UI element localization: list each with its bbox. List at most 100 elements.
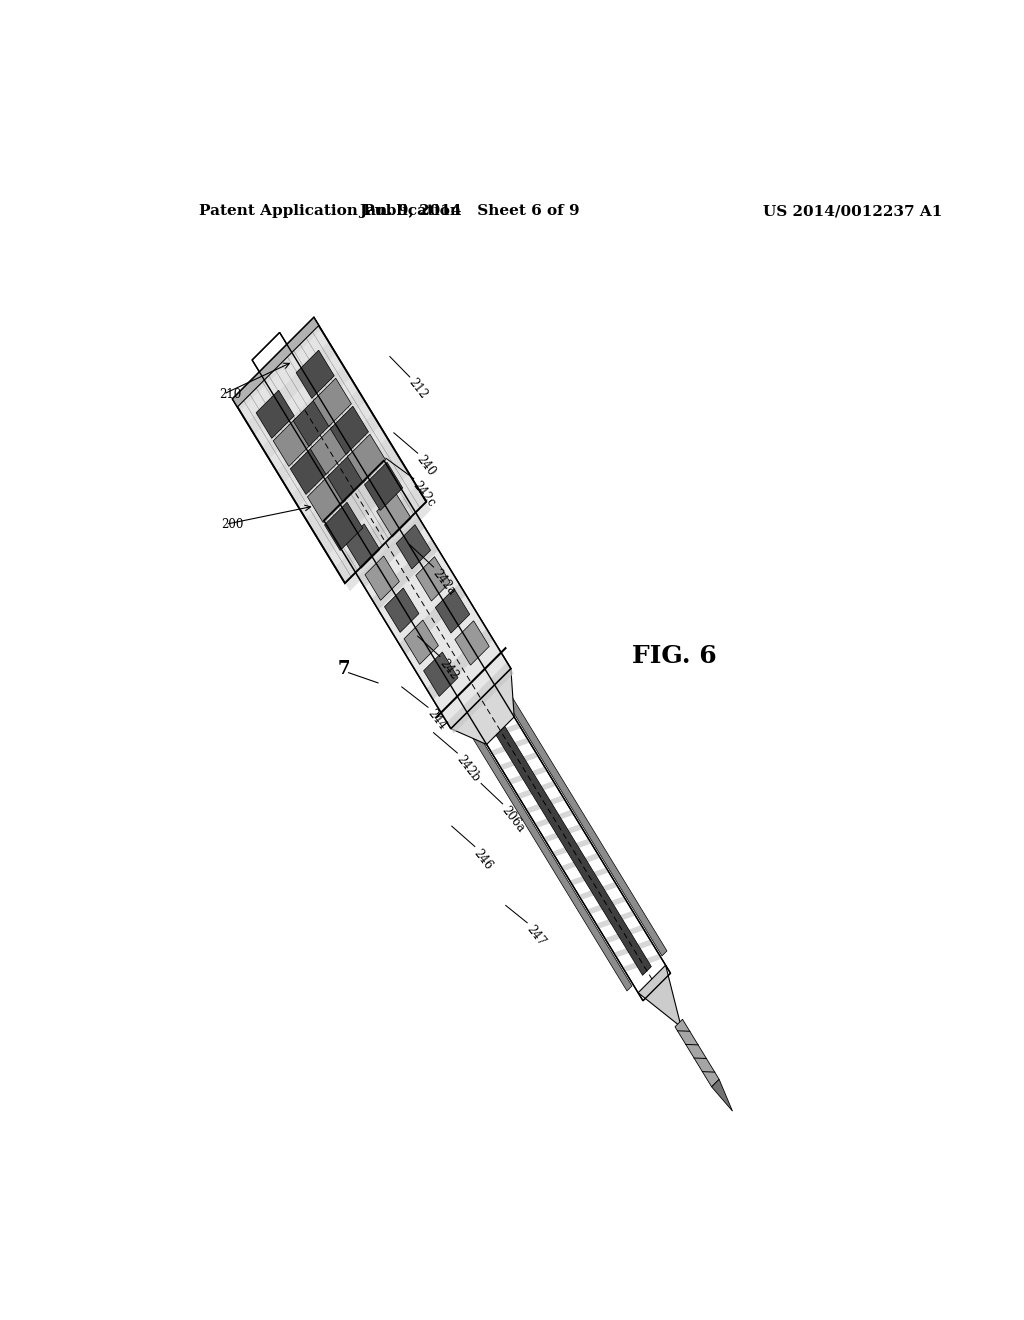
Text: US 2014/0012237 A1: US 2014/0012237 A1 — [763, 205, 942, 218]
Polygon shape — [481, 723, 521, 742]
Polygon shape — [365, 462, 402, 511]
Polygon shape — [331, 471, 397, 543]
Polygon shape — [276, 389, 366, 483]
Polygon shape — [358, 521, 398, 540]
Polygon shape — [269, 378, 357, 471]
Text: 242a: 242a — [430, 568, 459, 598]
Polygon shape — [350, 507, 389, 525]
Polygon shape — [289, 407, 328, 424]
Polygon shape — [310, 422, 651, 975]
Polygon shape — [291, 446, 329, 495]
Polygon shape — [544, 824, 583, 842]
Polygon shape — [406, 595, 473, 667]
Polygon shape — [232, 318, 318, 407]
Polygon shape — [712, 1080, 732, 1111]
Polygon shape — [325, 503, 362, 550]
Polygon shape — [385, 565, 424, 582]
Polygon shape — [332, 478, 372, 496]
Polygon shape — [675, 1019, 719, 1086]
Polygon shape — [535, 809, 573, 828]
Polygon shape — [256, 391, 294, 438]
Polygon shape — [596, 911, 635, 929]
Polygon shape — [429, 636, 468, 655]
Polygon shape — [240, 330, 329, 422]
Polygon shape — [569, 867, 609, 886]
Polygon shape — [255, 354, 343, 447]
Polygon shape — [299, 425, 387, 519]
Text: 242c: 242c — [411, 479, 438, 510]
Polygon shape — [424, 652, 458, 697]
Polygon shape — [464, 694, 504, 713]
Polygon shape — [341, 492, 380, 511]
Polygon shape — [285, 425, 632, 991]
Polygon shape — [446, 665, 485, 684]
Polygon shape — [490, 738, 529, 755]
Polygon shape — [396, 524, 431, 569]
Polygon shape — [420, 623, 460, 640]
Polygon shape — [273, 418, 311, 466]
Text: 206a: 206a — [499, 804, 527, 836]
Text: Patent Application Publication: Patent Application Publication — [200, 205, 462, 218]
Polygon shape — [473, 709, 512, 727]
Polygon shape — [321, 462, 410, 556]
Polygon shape — [438, 651, 477, 669]
Polygon shape — [451, 669, 514, 744]
Text: 242: 242 — [436, 656, 461, 682]
Polygon shape — [335, 486, 424, 579]
Polygon shape — [324, 461, 511, 729]
Polygon shape — [262, 366, 350, 459]
Polygon shape — [413, 606, 479, 677]
Polygon shape — [345, 524, 380, 569]
Polygon shape — [433, 640, 500, 711]
Polygon shape — [440, 651, 507, 722]
Polygon shape — [455, 620, 489, 665]
Polygon shape — [319, 391, 667, 956]
Polygon shape — [508, 767, 548, 784]
Text: 242b: 242b — [454, 752, 482, 784]
Polygon shape — [252, 333, 671, 1001]
Polygon shape — [416, 557, 451, 601]
Polygon shape — [517, 781, 556, 799]
Polygon shape — [384, 587, 419, 632]
Polygon shape — [232, 318, 426, 583]
Polygon shape — [435, 589, 470, 634]
Polygon shape — [394, 579, 433, 597]
Text: 244: 244 — [424, 708, 449, 733]
Polygon shape — [404, 620, 438, 664]
Text: 240: 240 — [414, 453, 438, 479]
Polygon shape — [623, 954, 662, 972]
Text: 212: 212 — [407, 376, 430, 401]
Text: FIG. 6: FIG. 6 — [632, 644, 717, 668]
Polygon shape — [306, 436, 345, 453]
Polygon shape — [402, 594, 441, 611]
Polygon shape — [456, 680, 495, 698]
Polygon shape — [372, 539, 438, 610]
Polygon shape — [399, 583, 466, 655]
Polygon shape — [446, 663, 514, 734]
Polygon shape — [420, 618, 486, 689]
Polygon shape — [291, 413, 380, 507]
Polygon shape — [324, 463, 362, 482]
Polygon shape — [377, 492, 411, 537]
Text: 200: 200 — [221, 517, 244, 531]
Polygon shape — [365, 528, 432, 599]
Polygon shape — [344, 494, 412, 565]
Polygon shape — [368, 536, 407, 554]
Polygon shape — [365, 556, 399, 601]
Polygon shape — [342, 498, 431, 591]
Polygon shape — [232, 318, 322, 411]
Polygon shape — [351, 506, 418, 577]
Polygon shape — [324, 461, 391, 532]
Polygon shape — [588, 896, 627, 915]
Polygon shape — [284, 401, 373, 495]
Polygon shape — [613, 940, 653, 957]
Polygon shape — [307, 474, 345, 523]
Polygon shape — [297, 421, 336, 438]
Polygon shape — [379, 550, 445, 622]
Polygon shape — [579, 882, 617, 900]
Polygon shape — [392, 573, 459, 644]
Polygon shape — [314, 449, 354, 467]
Polygon shape — [247, 342, 336, 436]
Polygon shape — [525, 796, 565, 813]
Polygon shape — [306, 438, 394, 531]
